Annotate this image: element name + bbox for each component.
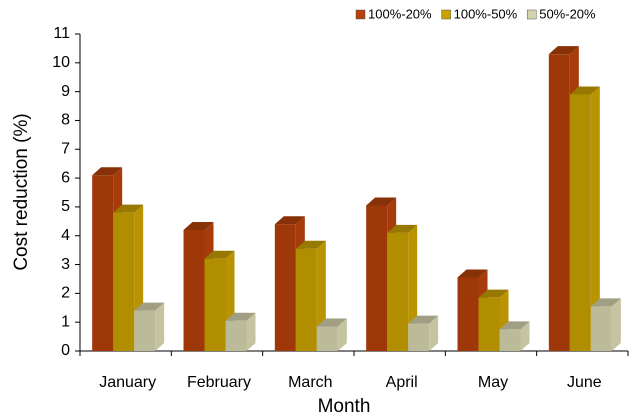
- x-tick-label: March: [288, 374, 332, 391]
- bar: [478, 297, 500, 351]
- x-tick-label: February: [187, 374, 251, 391]
- x-tick-label: June: [567, 374, 602, 391]
- bar: [316, 326, 338, 351]
- bar-side: [155, 302, 165, 351]
- bar: [590, 306, 612, 351]
- x-tick-label: May: [478, 374, 508, 391]
- legend-label: 100%-20%: [368, 6, 432, 21]
- bar-top: [499, 321, 530, 330]
- bar: [134, 310, 156, 351]
- bar-top: [478, 289, 509, 298]
- bar: [387, 232, 409, 351]
- bar-top: [316, 318, 347, 327]
- y-tick-label: 10: [52, 54, 70, 71]
- bar-top: [92, 167, 123, 176]
- bar-side: [429, 315, 439, 351]
- x-axis-label: Month: [318, 396, 371, 417]
- bar: [204, 258, 226, 351]
- y-tick-label: 4: [61, 227, 70, 244]
- y-tick-label: 1: [61, 313, 70, 330]
- bar: [92, 175, 114, 351]
- y-tick-label: 8: [61, 112, 70, 129]
- legend-label: 100%-50%: [454, 6, 518, 21]
- bar-top: [225, 312, 256, 321]
- bar-top: [274, 216, 305, 225]
- y-tick-label: 7: [61, 140, 70, 157]
- legend-swatch: [355, 9, 366, 20]
- bar-top: [366, 197, 397, 206]
- bar-top: [457, 269, 488, 278]
- bar-top: [113, 204, 144, 213]
- bar: [183, 229, 205, 351]
- bar: [113, 212, 135, 351]
- bar-top: [569, 86, 600, 95]
- bar-side: [337, 318, 347, 351]
- y-tick-label: 0: [61, 342, 70, 359]
- bar: [457, 277, 479, 351]
- bar-top: [590, 298, 621, 307]
- legend-swatch: [526, 9, 537, 20]
- bar-top: [295, 240, 326, 249]
- bar: [548, 54, 570, 351]
- bar-top: [548, 46, 579, 55]
- bar: [295, 248, 317, 351]
- bar: [569, 94, 591, 351]
- bar-top: [204, 250, 235, 259]
- bar-side: [246, 312, 256, 351]
- bar: [225, 320, 247, 351]
- bar-side: [611, 298, 621, 351]
- x-tick-label: April: [386, 374, 418, 391]
- x-tick-label: January: [99, 374, 156, 391]
- bar-top: [387, 224, 418, 233]
- bar-top: [134, 302, 165, 311]
- y-tick-label: 3: [61, 256, 70, 273]
- y-tick-label: 9: [61, 83, 70, 100]
- bar: [366, 205, 388, 351]
- bar-side: [590, 86, 600, 351]
- bar-top: [408, 315, 439, 324]
- y-tick-label: 11: [53, 25, 70, 42]
- y-tick-label: 6: [61, 169, 70, 186]
- y-tick-label: 5: [61, 198, 70, 215]
- bar: [408, 323, 430, 351]
- bar-top: [183, 221, 214, 230]
- legend-swatch: [441, 9, 451, 20]
- bar: [274, 224, 296, 351]
- legend-label: 50%-20%: [539, 6, 596, 21]
- bar-side: [520, 321, 530, 351]
- y-tick-label: 2: [61, 285, 70, 302]
- y-axis-label: Cost reduction (%): [11, 113, 32, 270]
- bar: [499, 329, 521, 351]
